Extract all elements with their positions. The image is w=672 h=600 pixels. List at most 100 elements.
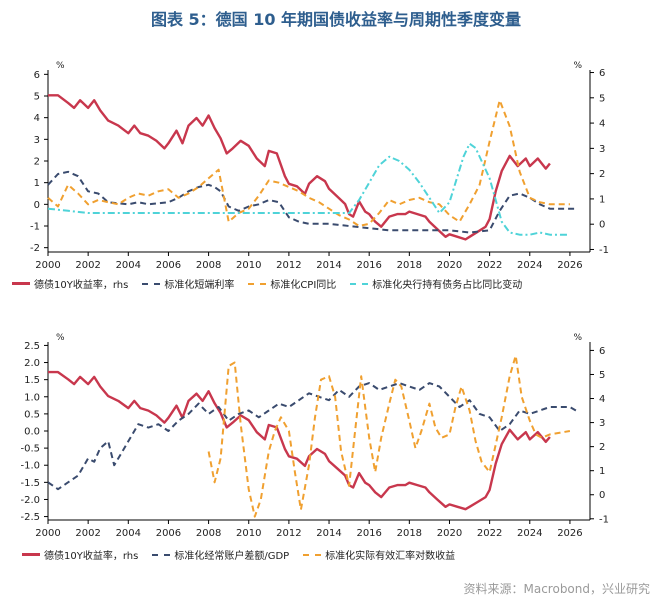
x-tick-label: 2024	[517, 260, 542, 271]
y-tick-label-left: -2	[30, 243, 40, 254]
x-tick-label: 2018	[397, 260, 422, 271]
legend-item: 标准化实际有效汇率对数收益	[303, 547, 455, 562]
series-line-orange	[47, 99, 570, 227]
legend-swatch	[303, 553, 322, 556]
y-tick-label-left: 1.0	[24, 392, 40, 403]
x-tick-label: 2006	[156, 528, 181, 539]
y-tick-label-right: -1	[599, 514, 609, 525]
y-tick-label-left: -2.0	[20, 495, 40, 506]
x-tick-label: 2018	[397, 528, 422, 539]
y-tick-label-right: 4	[599, 394, 605, 405]
y-tick-label-left: 5	[34, 92, 40, 103]
x-tick-label: 2010	[236, 260, 261, 271]
y-tick-label-left: 1	[34, 178, 40, 189]
series-line-red	[48, 94, 551, 241]
y-tick-label-left: -1.0	[20, 461, 40, 472]
legend-swatch	[12, 282, 30, 285]
y-tick-label-left: 4	[34, 113, 40, 124]
legend-label: 标准化央行持有债务占比同比变动	[372, 280, 523, 291]
legend-swatch	[350, 282, 369, 285]
legend-label: 标准化经常账户差额/GDP	[174, 551, 290, 562]
legend-swatch	[142, 282, 161, 285]
series-line-navy	[47, 382, 577, 491]
y-tick-label-left: 3	[34, 135, 40, 146]
y-tick-label-left: 0.5	[24, 409, 40, 420]
legend-label: 标准化短端利率	[164, 280, 235, 291]
y-tick-label-left: 6	[34, 70, 40, 81]
series-line-red	[48, 370, 551, 511]
x-tick-label: 2012	[276, 260, 301, 271]
x-tick-label: 2008	[196, 528, 221, 539]
unit-label-left: %	[56, 61, 65, 71]
y-tick-label-right: 6	[599, 346, 605, 357]
y-tick-label-left: 0.0	[24, 427, 40, 438]
y-tick-label-right: 6	[599, 68, 605, 79]
chart2-legend: 德债10Y收益率，rhs 标准化经常账户差额/GDP 标准化实际有效汇率对数收益	[22, 547, 455, 562]
y-tick-label-right: 3	[599, 418, 605, 429]
legend-item: 标准化央行持有债务占比同比变动	[350, 276, 522, 291]
y-tick-label-right: 0	[599, 490, 605, 501]
legend-swatch	[152, 553, 171, 556]
x-tick-label: 2006	[156, 260, 181, 271]
x-tick-label: 2024	[517, 528, 542, 539]
chart-1: % % 6 5 4 3 2 1 0 -1 -2 6 5 4 3 2 1 0 -1 2000 2002 2004 2006 20…	[30, 61, 609, 271]
y-tick-label-left: -0.5	[20, 444, 40, 455]
unit-label-right: %	[573, 333, 582, 343]
legend-label: 标准化CPI同比	[270, 280, 337, 291]
chart1-legend: 德债10Y收益率，rhs 标准化短端利率 标准化CPI同比 标准化央行持有债务占比同比…	[12, 276, 522, 291]
x-tick-label: 2022	[477, 260, 502, 271]
x-tick-label: 2004	[116, 260, 141, 271]
chart-2: % % 2.5 2.0 1.5 1.0 0.5 0.0 -0.5 -1.0 -1.5 -2.0 -2.5…	[20, 333, 609, 539]
y-tick-label-left: 2.0	[24, 358, 40, 369]
x-tick-label: 2020	[437, 260, 462, 271]
y-tick-label-right: 4	[599, 119, 605, 130]
legend-swatch	[22, 553, 40, 556]
x-tick-label: 2002	[75, 260, 100, 271]
series-line-cyan	[47, 142, 570, 236]
y-tick-label-left: -1	[30, 222, 40, 233]
legend-item: 德债10Y收益率，rhs	[12, 276, 128, 291]
legend-item: 标准化CPI同比	[248, 276, 336, 291]
y-tick-label-left: 2.5	[24, 341, 40, 352]
x-tick-label: 2014	[316, 528, 341, 539]
x-tick-label: 2016	[356, 260, 381, 271]
legend-label: 德债10Y收益率，rhs	[44, 551, 139, 562]
x-tick-label: 2014	[316, 260, 341, 271]
source-note: 资料来源：Macrobond，兴业研究	[463, 582, 651, 596]
x-tick-label: 2012	[276, 528, 301, 539]
x-tick-label: 2002	[75, 528, 100, 539]
legend-item: 标准化经常账户差额/GDP	[152, 547, 289, 562]
x-tick-label: 2004	[116, 528, 141, 539]
x-tick-label: 2026	[557, 528, 582, 539]
x-tick-label: 2000	[35, 260, 60, 271]
y-tick-label-right: 5	[599, 93, 605, 104]
legend-label: 德债10Y收益率，rhs	[34, 280, 129, 291]
y-tick-label-right: 1	[599, 194, 605, 205]
figure-title: 图表 5：德国 10 年期国债收益率与周期性季度变量	[150, 10, 522, 29]
legend-swatch	[248, 282, 267, 285]
unit-label-right: %	[573, 61, 582, 71]
y-tick-label-right: 3	[599, 144, 605, 155]
legend-label: 标准化实际有效汇率对数收益	[325, 551, 456, 562]
y-tick-label-right: 1	[599, 466, 605, 477]
y-tick-label-left: 0	[34, 200, 40, 211]
legend-item: 标准化短端利率	[142, 276, 234, 291]
x-tick-label: 2016	[356, 528, 381, 539]
legend-item: 德债10Y收益率，rhs	[22, 547, 138, 562]
x-tick-label: 2000	[35, 528, 60, 539]
unit-label-left: %	[56, 333, 65, 343]
y-tick-label-left: 1.5	[24, 375, 40, 386]
y-tick-label-left: 2	[34, 157, 40, 168]
y-tick-label-right: 2	[599, 169, 605, 180]
y-tick-label-right: -1	[599, 245, 609, 256]
y-tick-label-right: 0	[599, 220, 605, 231]
x-tick-label: 2008	[196, 260, 221, 271]
y-tick-label-right: 2	[599, 442, 605, 453]
x-tick-label: 2020	[437, 528, 462, 539]
x-tick-label: 2026	[557, 260, 582, 271]
x-tick-label: 2010	[236, 528, 261, 539]
y-tick-label-right: 5	[599, 370, 605, 381]
y-tick-label-left: -1.5	[20, 478, 40, 489]
y-tick-label-left: -2.5	[20, 512, 40, 523]
